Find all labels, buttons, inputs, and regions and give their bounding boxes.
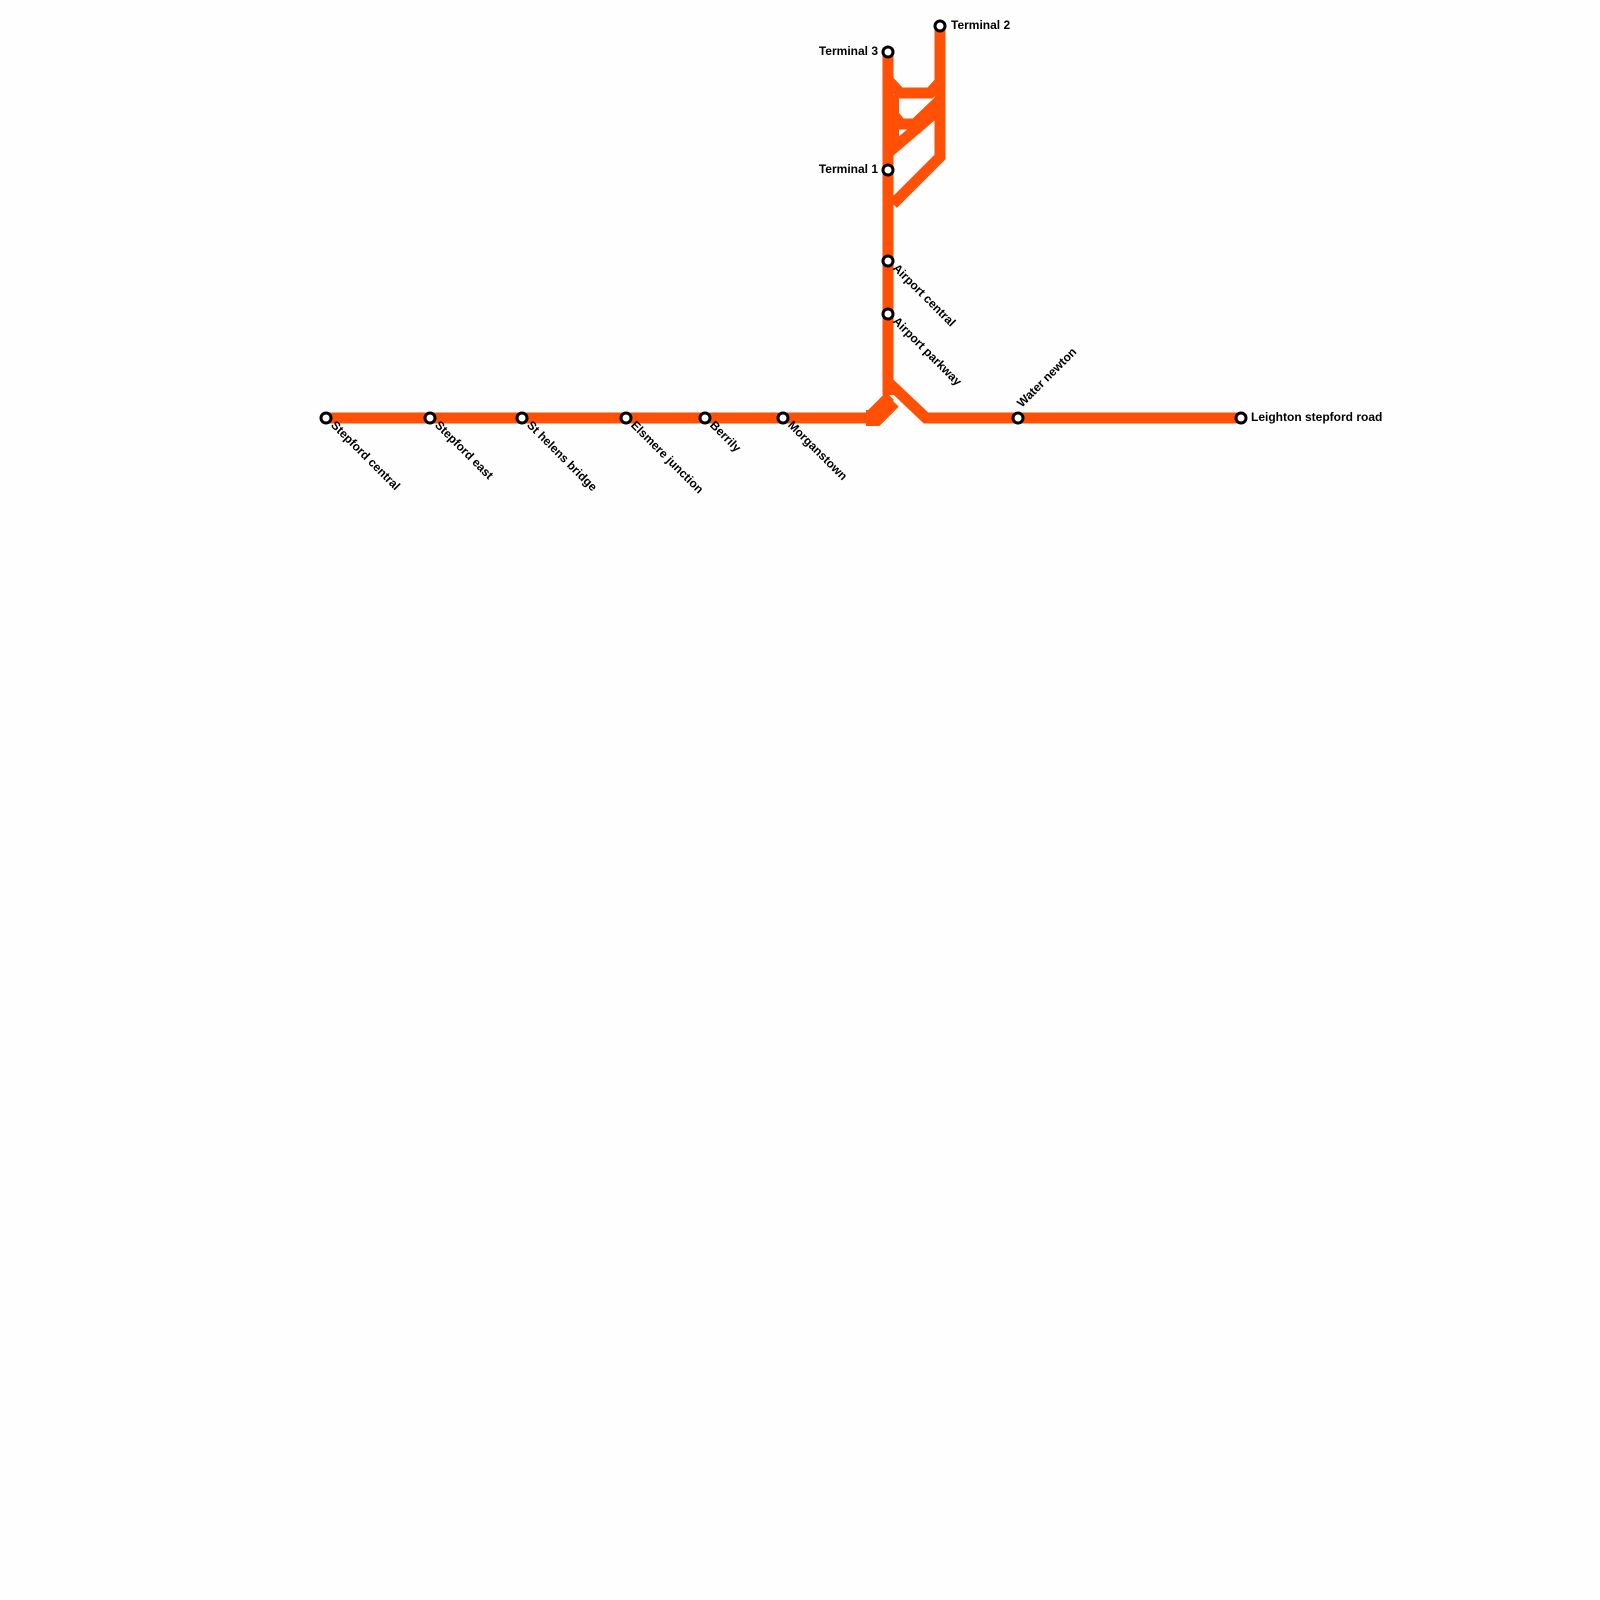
station-label-terminal-1: Terminal 1 [818,162,878,176]
station-label-leighton-stepford-road: Leighton stepford road [1251,410,1383,424]
station-marker[interactable] [881,307,895,321]
station-marker[interactable] [1011,411,1025,425]
line-crossover-upper [883,76,945,99]
station-marker[interactable] [881,254,895,268]
station-marker[interactable] [515,411,529,425]
station-marker[interactable] [776,411,790,425]
station-label-terminal-2: Terminal 2 [951,18,1011,32]
station-marker[interactable] [423,411,437,425]
station-marker[interactable] [881,163,895,177]
line-east-segment [884,378,1241,424]
station-label-terminal-3: Terminal 3 [818,44,878,58]
line-junction-thick [866,395,899,426]
line-terminal2-branch [889,26,946,208]
station-marker[interactable] [1234,411,1248,425]
station-marker[interactable] [619,411,633,425]
line-west-segment [326,392,894,424]
station-marker[interactable] [933,19,947,33]
station-marker[interactable] [881,45,895,59]
station-marker[interactable] [698,411,712,425]
rail-line [326,26,1241,426]
station-marker[interactable] [319,411,333,425]
station-markers [319,19,1248,425]
